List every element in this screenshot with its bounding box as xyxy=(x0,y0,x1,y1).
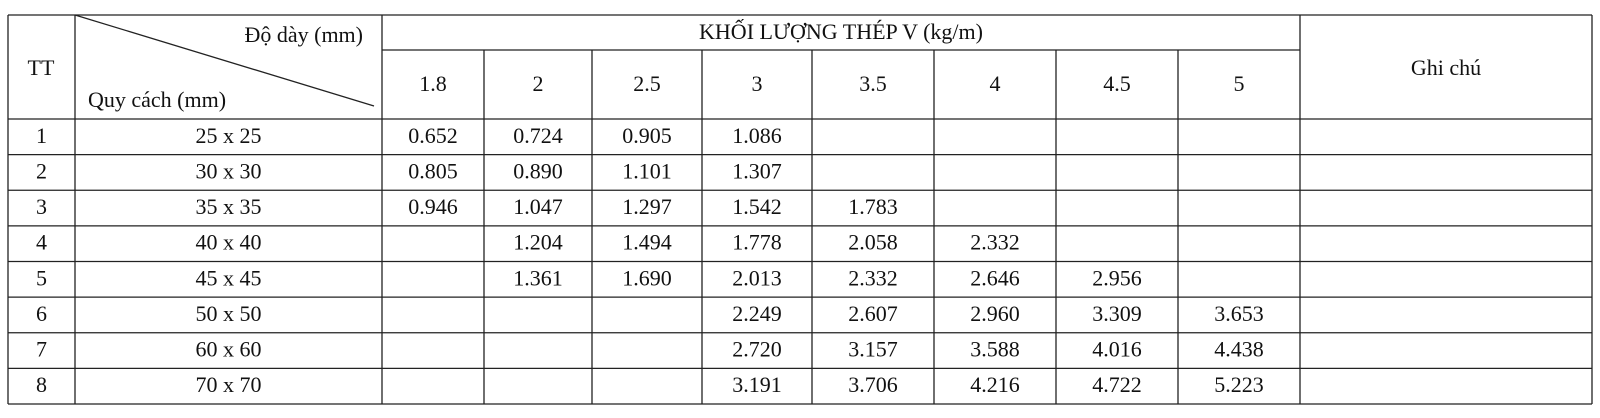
weight-cell: 2.332 xyxy=(848,265,898,290)
row-index: 2 xyxy=(36,158,47,183)
weight-cell: 1.101 xyxy=(622,158,672,183)
weight-cell: 0.946 xyxy=(408,194,458,219)
weight-cell: 1.783 xyxy=(848,194,898,219)
thickness-label: 4.5 xyxy=(1103,71,1131,96)
row-index: 8 xyxy=(36,372,47,397)
row-size: 70 x 70 xyxy=(196,372,262,397)
row-size: 45 x 45 xyxy=(196,265,262,290)
weight-cell: 2.013 xyxy=(732,265,782,290)
weight-cell: 1.204 xyxy=(513,230,563,255)
thickness-label: 4 xyxy=(990,71,1001,96)
weight-cell: 3.191 xyxy=(732,372,782,397)
thickness-label: 2.5 xyxy=(633,71,661,96)
weight-cell: 2.646 xyxy=(970,265,1020,290)
weight-cell: 1.778 xyxy=(732,230,782,255)
weight-cell: 2.956 xyxy=(1092,265,1142,290)
index-header: TT xyxy=(28,55,55,80)
weight-cell: 4.722 xyxy=(1092,372,1142,397)
weight-cell: 2.058 xyxy=(848,230,898,255)
weight-cell: 2.249 xyxy=(732,301,782,326)
thickness-label: 1.8 xyxy=(419,71,447,96)
weight-cell: 3.309 xyxy=(1092,301,1142,326)
thickness-header: Độ dày (mm) xyxy=(244,22,363,47)
weight-cell: 3.706 xyxy=(848,372,898,397)
thickness-label: 5 xyxy=(1234,71,1245,96)
weight-cell: 3.653 xyxy=(1214,301,1264,326)
thickness-label: 3 xyxy=(752,71,763,96)
weight-cell: 3.157 xyxy=(848,337,898,362)
weight-cell: 5.223 xyxy=(1214,372,1264,397)
weight-cell: 0.890 xyxy=(513,158,563,183)
weight-cell: 1.297 xyxy=(622,194,672,219)
group-header: KHỐI LƯỢNG THÉP V (kg/m) xyxy=(699,19,983,44)
row-index: 4 xyxy=(36,230,47,255)
row-index: 1 xyxy=(36,123,47,148)
thickness-label: 3.5 xyxy=(859,71,887,96)
thickness-label: 2 xyxy=(533,71,544,96)
row-size: 25 x 25 xyxy=(196,123,262,148)
row-size: 40 x 40 xyxy=(196,230,262,255)
row-index: 3 xyxy=(36,194,47,219)
row-index: 5 xyxy=(36,265,47,290)
weight-cell: 1.307 xyxy=(732,158,782,183)
weight-cell: 2.720 xyxy=(732,337,782,362)
weight-cell: 0.805 xyxy=(408,158,458,183)
weight-cell: 1.690 xyxy=(622,265,672,290)
weight-cell: 4.216 xyxy=(970,372,1020,397)
weight-cell: 4.438 xyxy=(1214,337,1264,362)
weight-cell: 3.588 xyxy=(970,337,1020,362)
weight-cell: 2.960 xyxy=(970,301,1020,326)
weight-cell: 0.652 xyxy=(408,123,458,148)
size-header: Quy cách (mm) xyxy=(88,87,226,112)
weight-cell: 1.047 xyxy=(513,194,563,219)
weight-cell: 0.724 xyxy=(513,123,563,148)
weight-cell: 1.542 xyxy=(732,194,782,219)
weight-cell: 2.607 xyxy=(848,301,898,326)
row-size: 50 x 50 xyxy=(196,301,262,326)
diagonal-divider xyxy=(74,14,375,107)
row-size: 30 x 30 xyxy=(196,158,262,183)
weight-cell: 1.361 xyxy=(513,265,563,290)
weight-cell: 4.016 xyxy=(1092,337,1142,362)
note-header: Ghi chú xyxy=(1411,55,1481,80)
row-size: 35 x 35 xyxy=(196,194,262,219)
row-index: 6 xyxy=(36,301,47,326)
weight-cell: 1.494 xyxy=(622,230,672,255)
row-index: 7 xyxy=(36,337,47,362)
weight-cell: 1.086 xyxy=(732,123,782,148)
weight-cell: 2.332 xyxy=(970,230,1020,255)
row-size: 60 x 60 xyxy=(196,337,262,362)
weight-cell: 0.905 xyxy=(622,123,672,148)
